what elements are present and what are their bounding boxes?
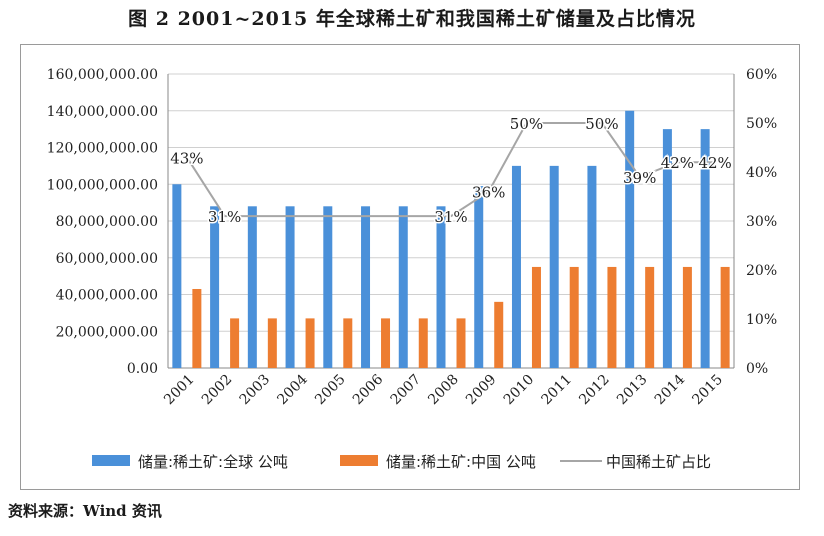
bar-global (549, 165, 559, 368)
bar-china (682, 266, 692, 368)
bar-china (381, 318, 391, 368)
x-tick-label: 2004 (274, 371, 311, 408)
bar-global (511, 165, 521, 368)
y-left-tick-label: 20,000,000.00 (56, 324, 158, 340)
data-label: 36% (472, 184, 505, 202)
data-label: 39% (623, 169, 656, 187)
chart-frame (20, 44, 800, 490)
data-label: 42% (661, 154, 694, 172)
data-label: 31% (434, 208, 467, 226)
bar-global (474, 186, 484, 368)
x-tick-label: 2015 (689, 372, 726, 409)
bar-global (587, 165, 597, 368)
data-label: 50% (585, 115, 618, 133)
x-tick-label: 2003 (237, 372, 274, 409)
bar-china (531, 266, 541, 368)
x-tick-label: 2007 (388, 372, 425, 409)
chart-svg: 0.00 20,000,000.00 40,000,000.00 60,000,000… (47, 67, 777, 471)
x-tick-label: 2001 (161, 372, 198, 409)
data-label: 50% (510, 115, 543, 133)
bar-china (230, 318, 240, 368)
legend-label: 中国稀土矿占比 (606, 453, 711, 471)
data-label: 43% (170, 149, 203, 167)
x-tick-label: 2002 (199, 372, 236, 409)
data-label: 31% (208, 208, 241, 226)
bar-china (569, 266, 579, 368)
y-right-tick-label: 0% (746, 361, 768, 377)
bar-global (436, 206, 446, 368)
x-tick-label: 2011 (539, 372, 576, 409)
y-right-tick-label: 50% (746, 116, 777, 132)
bar-china (192, 288, 202, 368)
bar-china (645, 266, 655, 368)
bar-china (305, 318, 315, 368)
x-tick-label: 2005 (312, 372, 349, 409)
legend-swatch (340, 455, 378, 466)
data-label: 42% (698, 154, 731, 172)
x-tick-label: 2012 (576, 372, 613, 409)
y-right-tick-label: 60% (746, 67, 777, 83)
bar-china (456, 318, 466, 368)
legend-label: 储量:稀土矿:全球 公吨 (138, 453, 288, 471)
x-tick-label: 2008 (425, 372, 462, 409)
bar-global (662, 129, 672, 368)
y-left-tick-label: 140,000,000.00 (47, 104, 158, 120)
y-left-tick-label: 80,000,000.00 (56, 214, 158, 230)
bar-global (247, 206, 257, 368)
y-right-tick-label: 20% (746, 263, 777, 279)
bar-global (398, 206, 408, 368)
y-left-tick-label: 160,000,000.00 (47, 67, 158, 83)
x-tick-label: 2010 (501, 372, 538, 409)
bar-china (267, 318, 277, 368)
bar-global (172, 184, 182, 368)
bar-global (700, 129, 710, 368)
x-tick-label: 2013 (614, 372, 651, 409)
bar-china (720, 266, 730, 368)
y-left-tick-label: 120,000,000.00 (47, 141, 158, 157)
y-left-tick-label: 100,000,000.00 (47, 177, 158, 193)
bar-global (625, 110, 635, 368)
chart-title: 图 2 2001~2015 年全球稀土矿和我国稀土矿储量及占比情况 (128, 8, 696, 30)
y-right-tick-label: 40% (746, 165, 777, 181)
legend-label: 储量:稀土矿:中国 公吨 (386, 453, 536, 471)
y-right-tick-label: 10% (746, 312, 777, 328)
bar-global (285, 206, 295, 368)
bar-china (343, 318, 353, 368)
x-tick-label: 2009 (463, 372, 500, 409)
y-right-tick-label: 30% (746, 214, 777, 230)
y-left-tick-label: 60,000,000.00 (56, 251, 158, 267)
x-tick-label: 2006 (350, 371, 387, 408)
line-china-share (186, 122, 716, 218)
source-note: 资料来源：Wind 资讯 (8, 502, 162, 520)
legend-swatch (92, 455, 130, 466)
y-left-tick-label: 0.00 (127, 361, 158, 377)
y-left-tick-label: 40,000,000.00 (56, 288, 158, 304)
bar-global (323, 206, 333, 368)
bar-china (418, 318, 428, 368)
bar-global (210, 206, 220, 368)
x-tick-label: 2014 (652, 371, 689, 408)
bar-china (607, 266, 617, 368)
bar-global (361, 206, 371, 368)
bar-china (494, 301, 504, 368)
